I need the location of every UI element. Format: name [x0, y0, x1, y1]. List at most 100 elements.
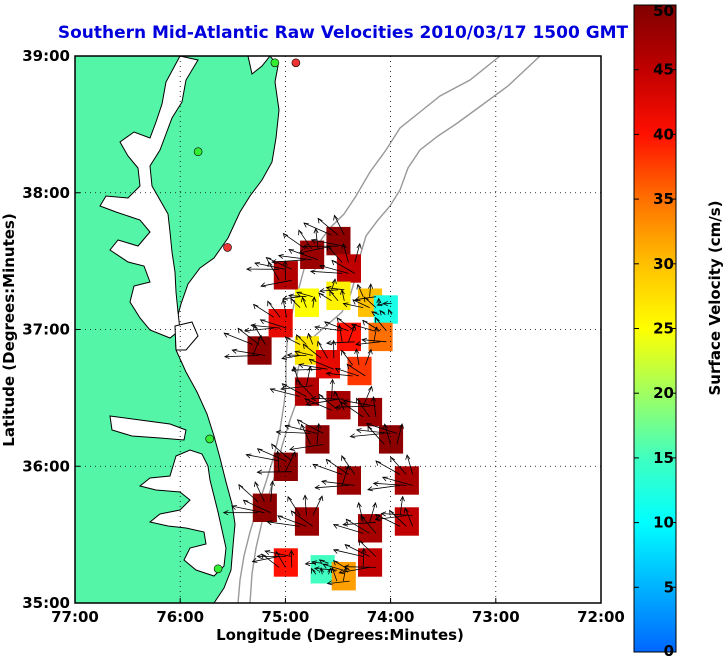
x-tick-label: 72:00: [577, 608, 625, 626]
velocity-vector: [292, 365, 301, 386]
velocity-vector: [256, 553, 286, 559]
velocity-vector: [365, 423, 398, 434]
velocity-vector: [362, 319, 381, 332]
x-tick-label: 77:00: [51, 608, 99, 626]
colorbar-tick-label: 20: [653, 384, 674, 402]
velocity-vector: [304, 398, 332, 411]
velocity-vector: [336, 317, 356, 332]
velocity-vector: [334, 367, 360, 377]
velocity-vector: [290, 510, 314, 527]
velocity-vector: [269, 388, 301, 397]
velocity-vector: [288, 293, 307, 299]
velocity-vector: [361, 547, 367, 568]
velocity-vector: [250, 323, 281, 329]
velocity-cell: [347, 356, 372, 386]
velocity-vector: [281, 298, 287, 318]
velocity-vector: [324, 321, 349, 332]
albemarle-sound: [109, 415, 187, 441]
velocity-vector: [265, 256, 292, 270]
velocity-vector: [405, 454, 414, 475]
velocity-vector: [284, 336, 301, 345]
velocity-vector: [325, 340, 355, 346]
radar-station-marker: [205, 434, 214, 444]
colorbar-ticks: 0 5 10 15 20 25 30 35 40 45 50: [634, 2, 676, 659]
velocity-vector: [311, 296, 317, 308]
velocity-vector: [267, 300, 281, 318]
velocity-vector: [308, 358, 334, 370]
velocity-vector: [390, 456, 407, 475]
velocity-cell: [326, 391, 351, 420]
x-axis-label: Longitude (Degrees:Minutes): [216, 626, 464, 644]
x-tick-label: 74:00: [367, 608, 415, 626]
velocity-cell: [268, 309, 293, 338]
velocity-vector: [329, 290, 339, 302]
velocity-vector: [306, 332, 314, 345]
velocity-vector: [374, 513, 401, 527]
velocity-vector: [338, 567, 370, 574]
velocity-vector: [237, 327, 260, 345]
velocity-vector: [331, 259, 355, 274]
velocity-vector: [285, 450, 297, 472]
y-tick-label: 36:00: [22, 457, 70, 475]
velocity-vector: [319, 265, 349, 274]
velocity-cell: [294, 507, 319, 536]
colorbar-tick-label: 50: [653, 2, 674, 20]
velocity-vector: [325, 286, 345, 291]
velocity-vector: [322, 563, 344, 571]
velocity-vector: [376, 297, 382, 304]
velocity-vector: [369, 502, 378, 523]
velocity-cell: [294, 336, 319, 365]
velocity-vector: [375, 460, 401, 475]
velocity-vector: [356, 501, 364, 523]
velocity-cell: [358, 397, 383, 427]
velocity-vector: [356, 283, 364, 297]
velocity-vector: [284, 424, 318, 434]
velocity-vector: [275, 429, 311, 435]
velocity-vector: [333, 560, 350, 571]
y-axis-label: Latitude (Degrees:Minutes): [0, 213, 18, 446]
velocity-vector: [396, 423, 404, 445]
velocity-vector: [399, 495, 405, 516]
delaware-bay: [247, 56, 271, 75]
velocity-vector: [245, 266, 280, 272]
velocity-vector: [269, 480, 275, 502]
pamlico-sound: [138, 449, 227, 577]
velocity-vector: [342, 521, 376, 527]
velocity-vector: [371, 311, 380, 317]
velocity-vector: [344, 544, 370, 557]
velocity-vector: [289, 444, 324, 451]
velocity-vector: [362, 385, 373, 407]
velocity-vector: [253, 481, 265, 502]
velocity-cell: [326, 226, 351, 256]
velocity-vector: [367, 425, 385, 445]
velocity-vector: [271, 443, 292, 462]
velocity-vector: [302, 243, 339, 249]
colorbar-tick-label: 0: [664, 642, 674, 659]
velocity-vector: [349, 433, 385, 439]
velocity-vector: [243, 327, 274, 333]
velocity-vector: [325, 458, 349, 475]
velocity-vector: [318, 292, 332, 302]
velocity-vector: [333, 214, 345, 236]
velocity-vector: [302, 343, 322, 359]
velocity-vector: [325, 371, 353, 377]
velocity-vector: [371, 395, 377, 418]
velocity-vector: [403, 507, 414, 527]
x-tick-label: 76:00: [156, 608, 204, 626]
velocity-vector: [313, 566, 337, 572]
velocity-vector: [326, 244, 343, 263]
y-tick-label: 37:00: [22, 321, 70, 339]
velocity-vector: [252, 303, 275, 318]
y-tick-label: 35:00: [22, 594, 70, 612]
velocity-vector: [326, 580, 350, 586]
velocity-vector: [288, 249, 319, 261]
velocity-vector: [339, 289, 345, 301]
velocity-vector: [277, 254, 312, 261]
velocity-vector: [373, 326, 379, 342]
velocity-vector: [300, 423, 311, 445]
velocity-cell: [368, 322, 393, 352]
velocity-vector: [256, 448, 286, 462]
velocity-vector: [242, 499, 271, 514]
velocity-vector: [368, 283, 374, 297]
